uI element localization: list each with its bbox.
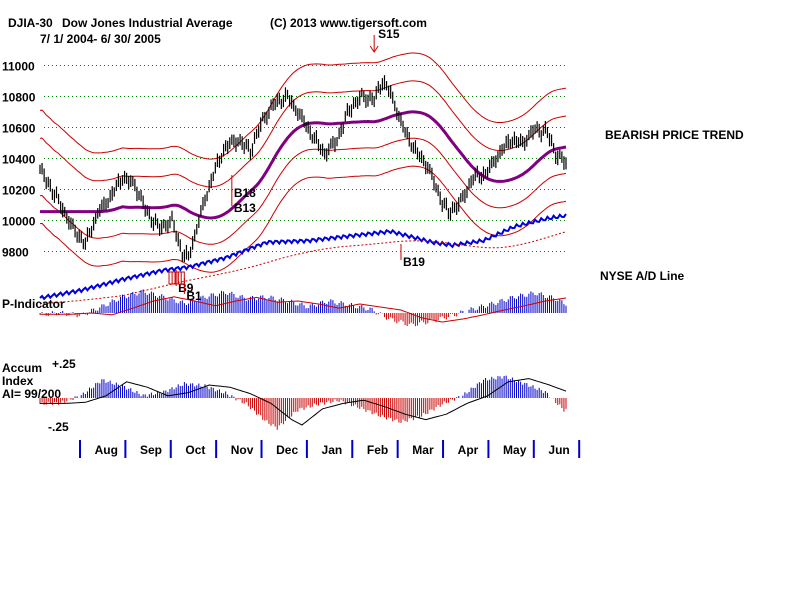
price-bars [39,75,567,263]
header-copyright: (C) 2013 www.tigersoft.com [270,16,427,30]
month-label: Jan [322,443,343,457]
signal-label: S15 [378,27,400,41]
month-label: Feb [367,443,388,457]
month-label: Mar [412,443,434,457]
p-indicator-ma [40,296,567,323]
ad-line-path [39,213,567,301]
month-axis: Aug Sep Oct Nov Dec Jan Feb Mar Apr May Jun [79,440,581,458]
ad-line-ma [39,231,567,305]
moving-average-path [40,110,567,220]
upper-band-outer [39,52,567,160]
signal-marker [177,271,185,285]
month-label: Apr [458,443,479,457]
ad-line-annotation: NYSE A/D Line [600,269,685,283]
header-date-range: 7/ 1/ 2004- 6/ 30/ 2005 [40,32,161,46]
y-tick-label: 10000 [2,215,36,229]
y-tick-label: 9800 [2,246,29,260]
signal-label: B1 [186,289,202,303]
price-axis-labels: 11000 10800 10600 10400 10200 10000 9800 [2,60,36,260]
month-label: Aug [95,443,118,457]
signal-label: B19 [403,255,425,269]
month-label: Jun [548,443,569,457]
y-tick-label: 10200 [2,184,36,198]
p-indicator-label: P-Indicator [2,297,65,311]
month-label: Dec [276,443,298,457]
signal-label: B18 [234,186,256,200]
month-label: Sep [140,443,162,457]
y-tick-label: 11000 [2,60,35,74]
accum-top-label: +.25 [52,357,76,371]
lower-band-outer [39,165,567,273]
header-name: Dow Jones Industrial Average [62,16,233,30]
upper-band-inner [39,80,567,188]
signal-arrowhead [369,45,379,53]
accum-ma [40,378,567,426]
accum-label-3: AI= 99/200 [2,387,61,401]
accum-bottom-label: -.25 [48,420,69,434]
y-tick-label: 10800 [2,91,36,105]
lower-band-inner [39,137,567,245]
y-tick-label: 10600 [2,122,36,136]
p-indicator-panel [39,289,567,327]
y-tick-label: 10400 [2,153,36,167]
accum-label-2: Index [2,374,34,388]
signal-label: B13 [234,201,256,215]
accum-index-panel [39,375,567,430]
month-label: May [503,443,527,457]
month-label: Oct [185,443,205,457]
accum-label-1: Accum [2,361,42,375]
trend-annotation: BEARISH PRICE TREND [605,128,744,142]
moving-average-line [40,110,567,220]
bollinger-bands [39,52,567,273]
nyse-ad-line [39,213,567,305]
header-symbol: DJIA-30 [8,16,53,30]
month-label: Nov [231,443,254,457]
